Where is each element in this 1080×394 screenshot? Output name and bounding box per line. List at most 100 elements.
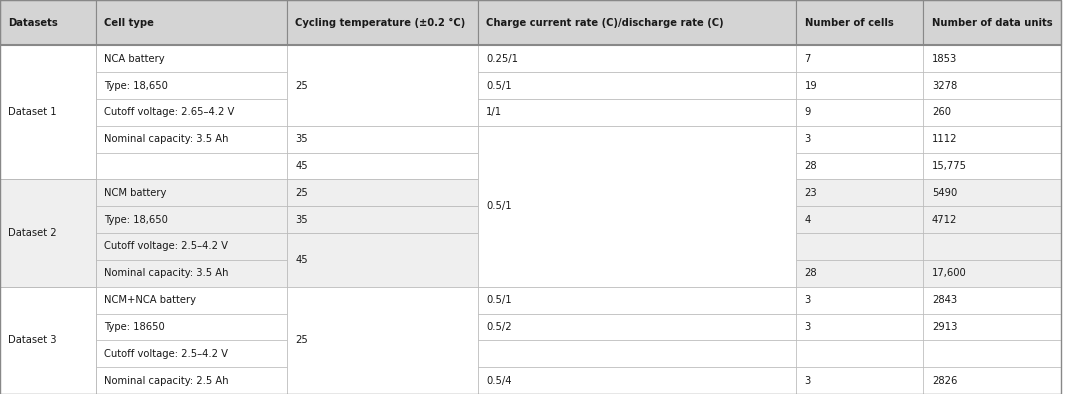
Bar bbox=[923, 340, 1062, 367]
Text: 2843: 2843 bbox=[932, 295, 957, 305]
Bar bbox=[0, 287, 95, 394]
Bar bbox=[95, 72, 286, 99]
Bar bbox=[796, 152, 923, 179]
Bar bbox=[477, 314, 796, 340]
Text: 0.25/1: 0.25/1 bbox=[486, 54, 518, 64]
Text: 28: 28 bbox=[805, 161, 818, 171]
Text: Cell type: Cell type bbox=[104, 18, 154, 28]
Bar bbox=[286, 99, 477, 126]
Bar bbox=[923, 72, 1062, 99]
Text: 25: 25 bbox=[295, 335, 308, 346]
Bar bbox=[796, 260, 923, 287]
Text: 25: 25 bbox=[295, 80, 308, 91]
Text: 3: 3 bbox=[805, 375, 811, 386]
Text: 45: 45 bbox=[295, 161, 308, 171]
Text: Number of cells: Number of cells bbox=[805, 18, 893, 28]
Bar bbox=[477, 287, 796, 314]
Bar bbox=[0, 233, 95, 260]
Text: Cutoff voltage: 2.65–4.2 V: Cutoff voltage: 2.65–4.2 V bbox=[104, 108, 234, 117]
Bar bbox=[477, 233, 796, 260]
Text: 45: 45 bbox=[295, 255, 308, 265]
Text: 3: 3 bbox=[805, 134, 811, 144]
Bar bbox=[923, 260, 1062, 287]
Bar bbox=[477, 126, 796, 152]
Bar bbox=[923, 0, 1062, 45]
Bar bbox=[477, 152, 796, 179]
Bar bbox=[477, 260, 796, 287]
Text: 2826: 2826 bbox=[932, 375, 957, 386]
Text: Cutoff voltage: 2.5–4.2 V: Cutoff voltage: 2.5–4.2 V bbox=[104, 349, 228, 359]
Bar bbox=[0, 126, 95, 152]
Bar bbox=[95, 367, 286, 394]
Bar bbox=[477, 179, 796, 206]
Bar bbox=[0, 45, 95, 179]
Bar bbox=[923, 314, 1062, 340]
Text: 9: 9 bbox=[805, 108, 811, 117]
Bar bbox=[477, 99, 796, 126]
Bar bbox=[0, 206, 95, 233]
Text: Nominal capacity: 2.5 Ah: Nominal capacity: 2.5 Ah bbox=[104, 375, 229, 386]
Text: Charge current rate (C)/discharge rate (C): Charge current rate (C)/discharge rate (… bbox=[486, 18, 724, 28]
Bar bbox=[286, 206, 477, 233]
Bar bbox=[923, 126, 1062, 152]
Bar bbox=[286, 179, 477, 206]
Bar bbox=[796, 340, 923, 367]
Bar bbox=[0, 260, 95, 287]
Text: 4712: 4712 bbox=[932, 215, 957, 225]
Text: Type: 18650: Type: 18650 bbox=[104, 322, 165, 332]
Bar bbox=[95, 0, 286, 45]
Bar bbox=[0, 367, 95, 394]
Text: Datasets: Datasets bbox=[9, 18, 58, 28]
Text: Type: 18,650: Type: 18,650 bbox=[104, 215, 167, 225]
Bar bbox=[286, 152, 477, 179]
Text: 0.5/1: 0.5/1 bbox=[486, 295, 512, 305]
Text: Dataset 3: Dataset 3 bbox=[9, 335, 57, 346]
Bar bbox=[286, 287, 477, 394]
Bar bbox=[286, 152, 477, 179]
Bar bbox=[0, 99, 95, 126]
Bar bbox=[796, 72, 923, 99]
Bar bbox=[95, 233, 286, 260]
Bar bbox=[95, 45, 286, 72]
Bar bbox=[796, 126, 923, 152]
Bar bbox=[477, 314, 796, 340]
Bar bbox=[923, 45, 1062, 72]
Bar bbox=[0, 152, 95, 179]
Bar bbox=[95, 126, 286, 152]
Bar bbox=[477, 45, 796, 72]
Bar bbox=[477, 72, 796, 99]
Bar bbox=[796, 367, 923, 394]
Bar bbox=[477, 287, 796, 314]
Text: NCM+NCA battery: NCM+NCA battery bbox=[104, 295, 197, 305]
Text: 0.5/1: 0.5/1 bbox=[486, 201, 512, 211]
Bar bbox=[286, 0, 477, 45]
Bar bbox=[923, 179, 1062, 206]
Bar bbox=[477, 126, 796, 287]
Text: 1/1: 1/1 bbox=[486, 108, 502, 117]
Text: 0.5/2: 0.5/2 bbox=[486, 322, 512, 332]
Bar bbox=[286, 206, 477, 233]
Text: 0.5/4: 0.5/4 bbox=[486, 375, 512, 386]
Bar bbox=[477, 206, 796, 233]
Bar bbox=[923, 233, 1062, 260]
Bar bbox=[286, 340, 477, 367]
Bar bbox=[0, 179, 95, 206]
Text: Cutoff voltage: 2.5–4.2 V: Cutoff voltage: 2.5–4.2 V bbox=[104, 242, 228, 251]
Text: 25: 25 bbox=[295, 188, 308, 198]
Bar bbox=[286, 233, 477, 287]
Bar bbox=[286, 367, 477, 394]
Bar bbox=[477, 72, 796, 99]
Text: 0.5/1: 0.5/1 bbox=[486, 80, 512, 91]
Text: 4: 4 bbox=[805, 215, 811, 225]
Bar bbox=[796, 99, 923, 126]
Text: 2913: 2913 bbox=[932, 322, 957, 332]
Bar bbox=[0, 314, 95, 340]
Bar bbox=[95, 287, 286, 314]
Bar bbox=[286, 233, 477, 260]
Bar bbox=[923, 206, 1062, 233]
Bar bbox=[796, 206, 923, 233]
Bar bbox=[796, 287, 923, 314]
Bar bbox=[0, 340, 95, 367]
Bar bbox=[923, 287, 1062, 314]
Bar bbox=[286, 314, 477, 340]
